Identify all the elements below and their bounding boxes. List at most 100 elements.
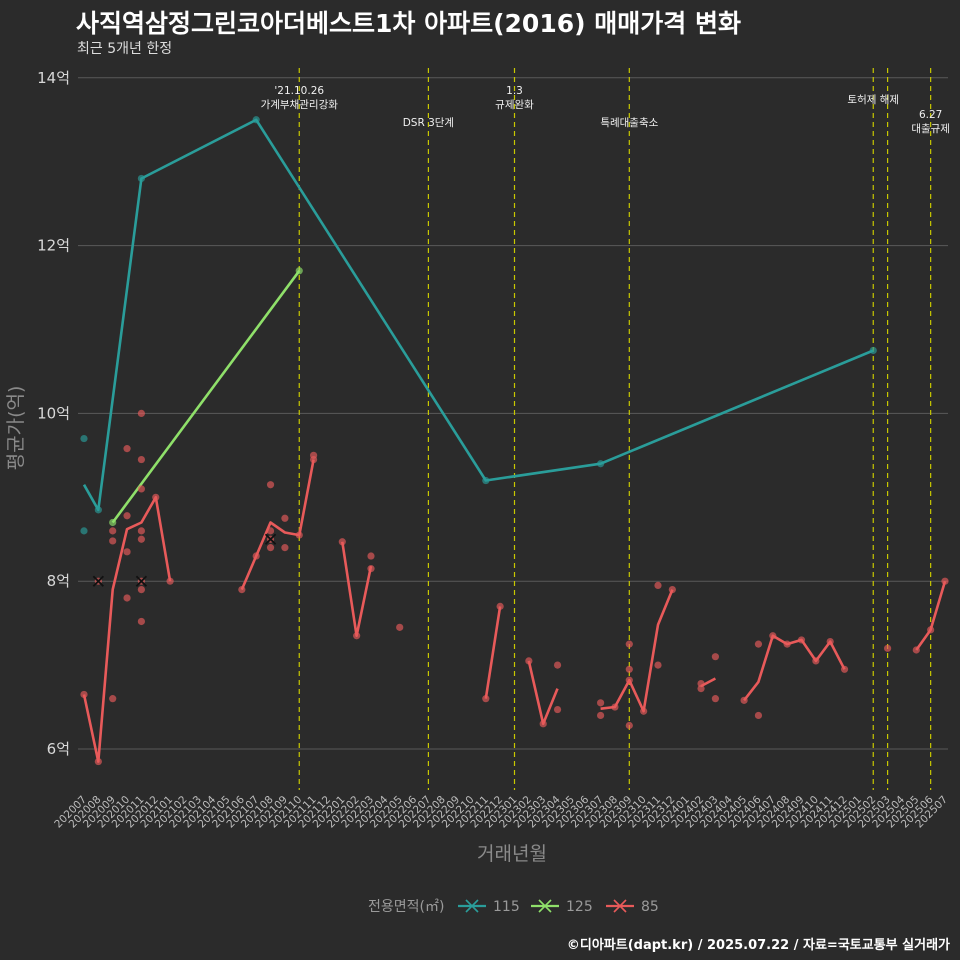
data-point <box>754 640 763 648</box>
data-point <box>281 544 289 552</box>
series-layer <box>80 116 949 766</box>
series-125 <box>109 267 303 527</box>
series-line <box>341 541 373 637</box>
source-caption: ©디아파트(dapt.kr) / 2025.07.22 / 자료=국토교통부 실… <box>566 938 950 953</box>
data-point <box>80 434 88 443</box>
data-point <box>611 703 619 711</box>
data-point <box>295 267 303 275</box>
grid-lines <box>78 77 948 750</box>
y-axis-title: 평균가(억) <box>5 386 27 471</box>
data-point <box>625 676 633 684</box>
data-point <box>625 640 633 648</box>
data-point <box>137 455 145 464</box>
y-tick-label: 12억 <box>37 237 70 255</box>
data-point <box>238 585 246 594</box>
series-line <box>600 589 674 713</box>
series-line <box>527 660 559 726</box>
data-point <box>123 548 131 556</box>
series-line <box>82 496 172 763</box>
data-point <box>367 552 375 560</box>
policy-annotation: 6.27 <box>919 109 942 121</box>
data-point <box>367 565 375 573</box>
y-axis-ticks: 6억 8억 10억 12억 14억 <box>37 69 70 758</box>
series-line <box>240 459 315 591</box>
data-point <box>109 695 117 703</box>
legend: 전용면적(㎡) 115 125 85 <box>368 899 659 915</box>
policy-lines <box>298 68 932 790</box>
data-point <box>266 544 275 552</box>
y-tick-label: 6억 <box>47 740 70 758</box>
policy-annotation: 1.3 <box>506 85 523 97</box>
data-point <box>754 711 763 720</box>
data-point <box>94 757 102 766</box>
x-axis-ticks: 2020072020082020092020102020112020122021… <box>52 793 950 830</box>
data-point <box>266 527 275 535</box>
data-point <box>137 617 145 626</box>
data-point <box>137 409 145 417</box>
policy-annotation: 토허제 해제 <box>847 93 899 106</box>
data-point <box>94 506 102 514</box>
data-point <box>826 638 834 646</box>
series-85 <box>80 409 949 766</box>
series-line <box>111 270 301 524</box>
data-point <box>640 707 648 715</box>
data-point <box>797 636 806 644</box>
data-point <box>697 679 705 688</box>
chart-title: 사직역삼정그린코아더베스트1차 아파트(2016) 매매가격 변화 <box>76 9 741 38</box>
legend-title: 전용면적(㎡) <box>368 899 444 915</box>
data-point <box>553 705 562 714</box>
chart-subtitle: 최근 5개년 한정 <box>77 41 173 57</box>
data-point <box>252 552 260 560</box>
data-point <box>597 711 605 720</box>
data-point <box>353 632 361 640</box>
policy-annotation: 특례대출축소 <box>600 117 658 129</box>
policy-annotation: 규제완화 <box>495 98 534 111</box>
legend-label: 115 <box>493 899 520 915</box>
data-point <box>137 535 145 543</box>
data-point <box>109 537 117 545</box>
data-point <box>912 646 920 654</box>
data-point <box>281 514 289 522</box>
data-point <box>884 644 892 652</box>
policy-annotation: DSR 3단계 <box>403 117 454 129</box>
trade-marker <box>135 575 148 587</box>
data-point <box>553 661 562 669</box>
data-point <box>668 585 676 594</box>
data-point <box>137 174 145 183</box>
data-point <box>597 460 605 468</box>
data-point <box>654 661 662 669</box>
policy-annotation: '21.10.26 <box>274 85 324 97</box>
trade-marker <box>92 575 104 587</box>
y-tick-label: 10억 <box>37 404 70 422</box>
data-point <box>338 538 346 546</box>
legend-label: 85 <box>641 899 659 915</box>
data-point <box>109 527 117 535</box>
data-point <box>783 640 791 648</box>
trade-marker <box>264 533 277 545</box>
data-point <box>711 653 720 661</box>
data-point <box>137 485 145 493</box>
data-point <box>80 690 88 699</box>
data-point <box>152 493 160 501</box>
data-point <box>496 602 504 610</box>
data-point <box>396 623 404 631</box>
data-point <box>252 116 260 124</box>
data-point <box>482 695 490 703</box>
legend-swatch-marker <box>465 899 479 913</box>
data-point <box>123 445 131 453</box>
data-point <box>123 594 131 602</box>
data-point <box>927 626 935 634</box>
data-point <box>697 684 705 693</box>
data-point <box>654 581 662 589</box>
data-point <box>769 632 777 640</box>
x-axis-title: 거래년월 <box>477 843 547 865</box>
data-point <box>137 527 145 535</box>
legend-label: 125 <box>566 899 593 915</box>
data-point <box>166 577 174 585</box>
data-point <box>482 476 490 485</box>
data-point <box>123 512 131 520</box>
data-point <box>539 720 547 728</box>
data-point <box>869 346 877 355</box>
